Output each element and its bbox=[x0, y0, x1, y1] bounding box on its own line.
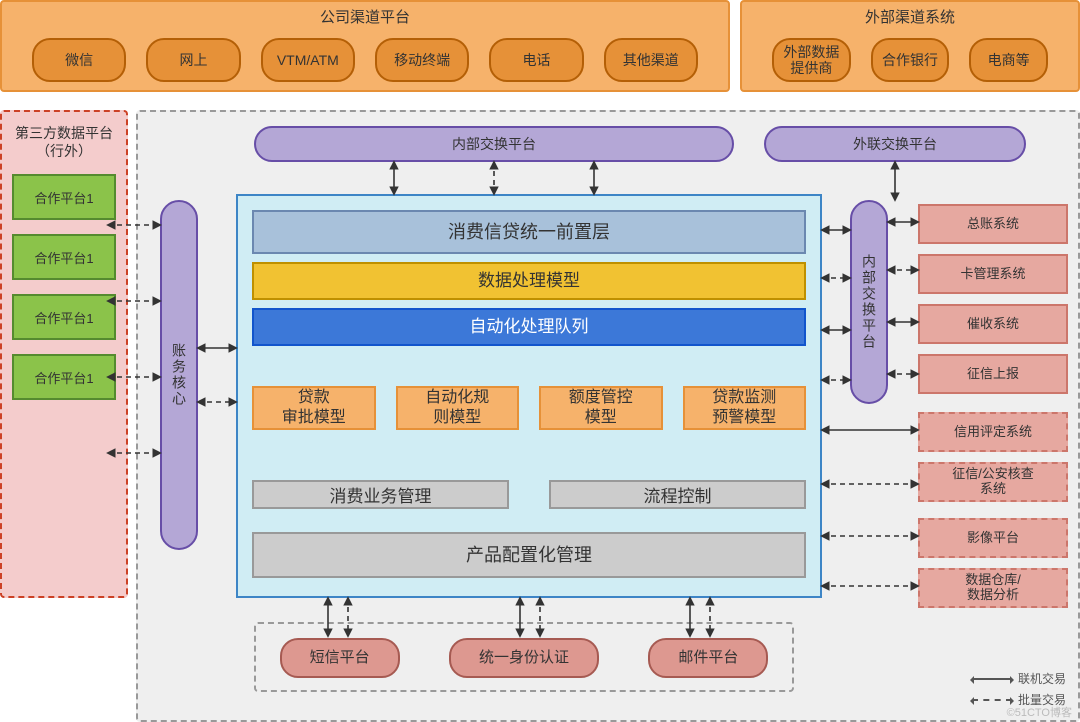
third-party-title: 第三方数据平台 （行外） bbox=[8, 124, 120, 160]
loan-approval-model: 贷款 审批模型 bbox=[252, 386, 376, 430]
channel-online: 网上 bbox=[146, 38, 240, 82]
mgmt-row: 消费业务管理 流程控制 bbox=[252, 472, 806, 516]
account-core-label: 账务核心 bbox=[171, 343, 187, 407]
channel-wechat: 微信 bbox=[32, 38, 126, 82]
channel-mobile: 移动终端 bbox=[375, 38, 469, 82]
data-processing-model: 数据处理模型 bbox=[252, 262, 806, 300]
legend-solid: 联机交易 bbox=[1018, 670, 1066, 687]
internal-exchange-platform: 内部交换平台 bbox=[850, 200, 888, 404]
limit-control-model: 额度管控 模型 bbox=[539, 386, 663, 430]
channel-vtm-atm: VTM/ATM bbox=[261, 38, 355, 82]
model-row: 贷款 审批模型 自动化规 则模型 额度管控 模型 贷款监测 预警模型 bbox=[252, 366, 806, 450]
third-party-panel: 第三方数据平台 （行外） 合作平台1 合作平台1 合作平台1 合作平台1 bbox=[0, 110, 128, 598]
channel-other: 其他渠道 bbox=[604, 38, 698, 82]
sms-platform: 短信平台 bbox=[280, 638, 400, 678]
company-channel-panel: 公司渠道平台 微信 网上 VTM/ATM 移动终端 电话 其他渠道 bbox=[0, 0, 730, 92]
external-channel-title: 外部渠道系统 bbox=[742, 6, 1078, 27]
gl-system: 总账系统 bbox=[918, 204, 1068, 244]
auto-processing-queue: 自动化处理队列 bbox=[252, 308, 806, 346]
unified-front-layer: 消费信贷统一前置层 bbox=[252, 210, 806, 254]
external-channel-row: 外部数据 提供商 合作银行 电商等 bbox=[772, 38, 1048, 78]
company-channel-row: 微信 网上 VTM/ATM 移动终端 电话 其他渠道 bbox=[32, 38, 698, 78]
partner-box-4: 合作平台1 bbox=[12, 354, 116, 400]
collection-system: 催收系统 bbox=[918, 304, 1068, 344]
partner-box-2: 合作平台1 bbox=[12, 234, 116, 280]
core-system: 消费信贷统一前置层 数据处理模型 自动化处理队列 贷款 审批模型 自动化规 则模… bbox=[236, 194, 822, 598]
credit-police-check: 征信/公安核查 系统 bbox=[918, 462, 1068, 502]
inner-exchange-platform: 内部交换平台 bbox=[254, 126, 734, 162]
loan-monitor-model: 贷款监测 预警模型 bbox=[683, 386, 807, 430]
ext-partner-bank: 合作银行 bbox=[871, 38, 950, 82]
partner-box-3: 合作平台1 bbox=[12, 294, 116, 340]
image-platform: 影像平台 bbox=[918, 518, 1068, 558]
credit-reporting: 征信上报 bbox=[918, 354, 1068, 394]
channel-phone: 电话 bbox=[489, 38, 583, 82]
partner-box-1: 合作平台1 bbox=[12, 174, 116, 220]
credit-rating-system: 信用评定系统 bbox=[918, 412, 1068, 452]
legend: 联机交易 批量交易 bbox=[972, 666, 1066, 708]
external-channel-panel: 外部渠道系统 外部数据 提供商 合作银行 电商等 bbox=[740, 0, 1080, 92]
ext-ecommerce: 电商等 bbox=[969, 38, 1048, 82]
consumer-biz-mgmt: 消费业务管理 bbox=[252, 480, 509, 509]
card-mgmt-system: 卡管理系统 bbox=[918, 254, 1068, 294]
outer-exchange-platform: 外联交换平台 bbox=[764, 126, 1026, 162]
data-warehouse: 数据仓库/ 数据分析 bbox=[918, 568, 1068, 608]
company-channel-title: 公司渠道平台 bbox=[2, 6, 728, 27]
ext-data-provider: 外部数据 提供商 bbox=[772, 38, 851, 82]
internal-exchange-label: 内部交换平台 bbox=[861, 254, 877, 350]
flow-control: 流程控制 bbox=[549, 480, 806, 509]
mail-platform: 邮件平台 bbox=[648, 638, 768, 678]
product-config-mgmt: 产品配置化管理 bbox=[252, 532, 806, 578]
identity-auth: 统一身份认证 bbox=[449, 638, 599, 678]
auto-rule-model: 自动化规 则模型 bbox=[396, 386, 520, 430]
account-core: 账务核心 bbox=[160, 200, 198, 550]
watermark: ©51CTO博客 bbox=[1007, 704, 1072, 720]
support-systems-group: 短信平台 统一身份认证 邮件平台 bbox=[254, 622, 794, 692]
